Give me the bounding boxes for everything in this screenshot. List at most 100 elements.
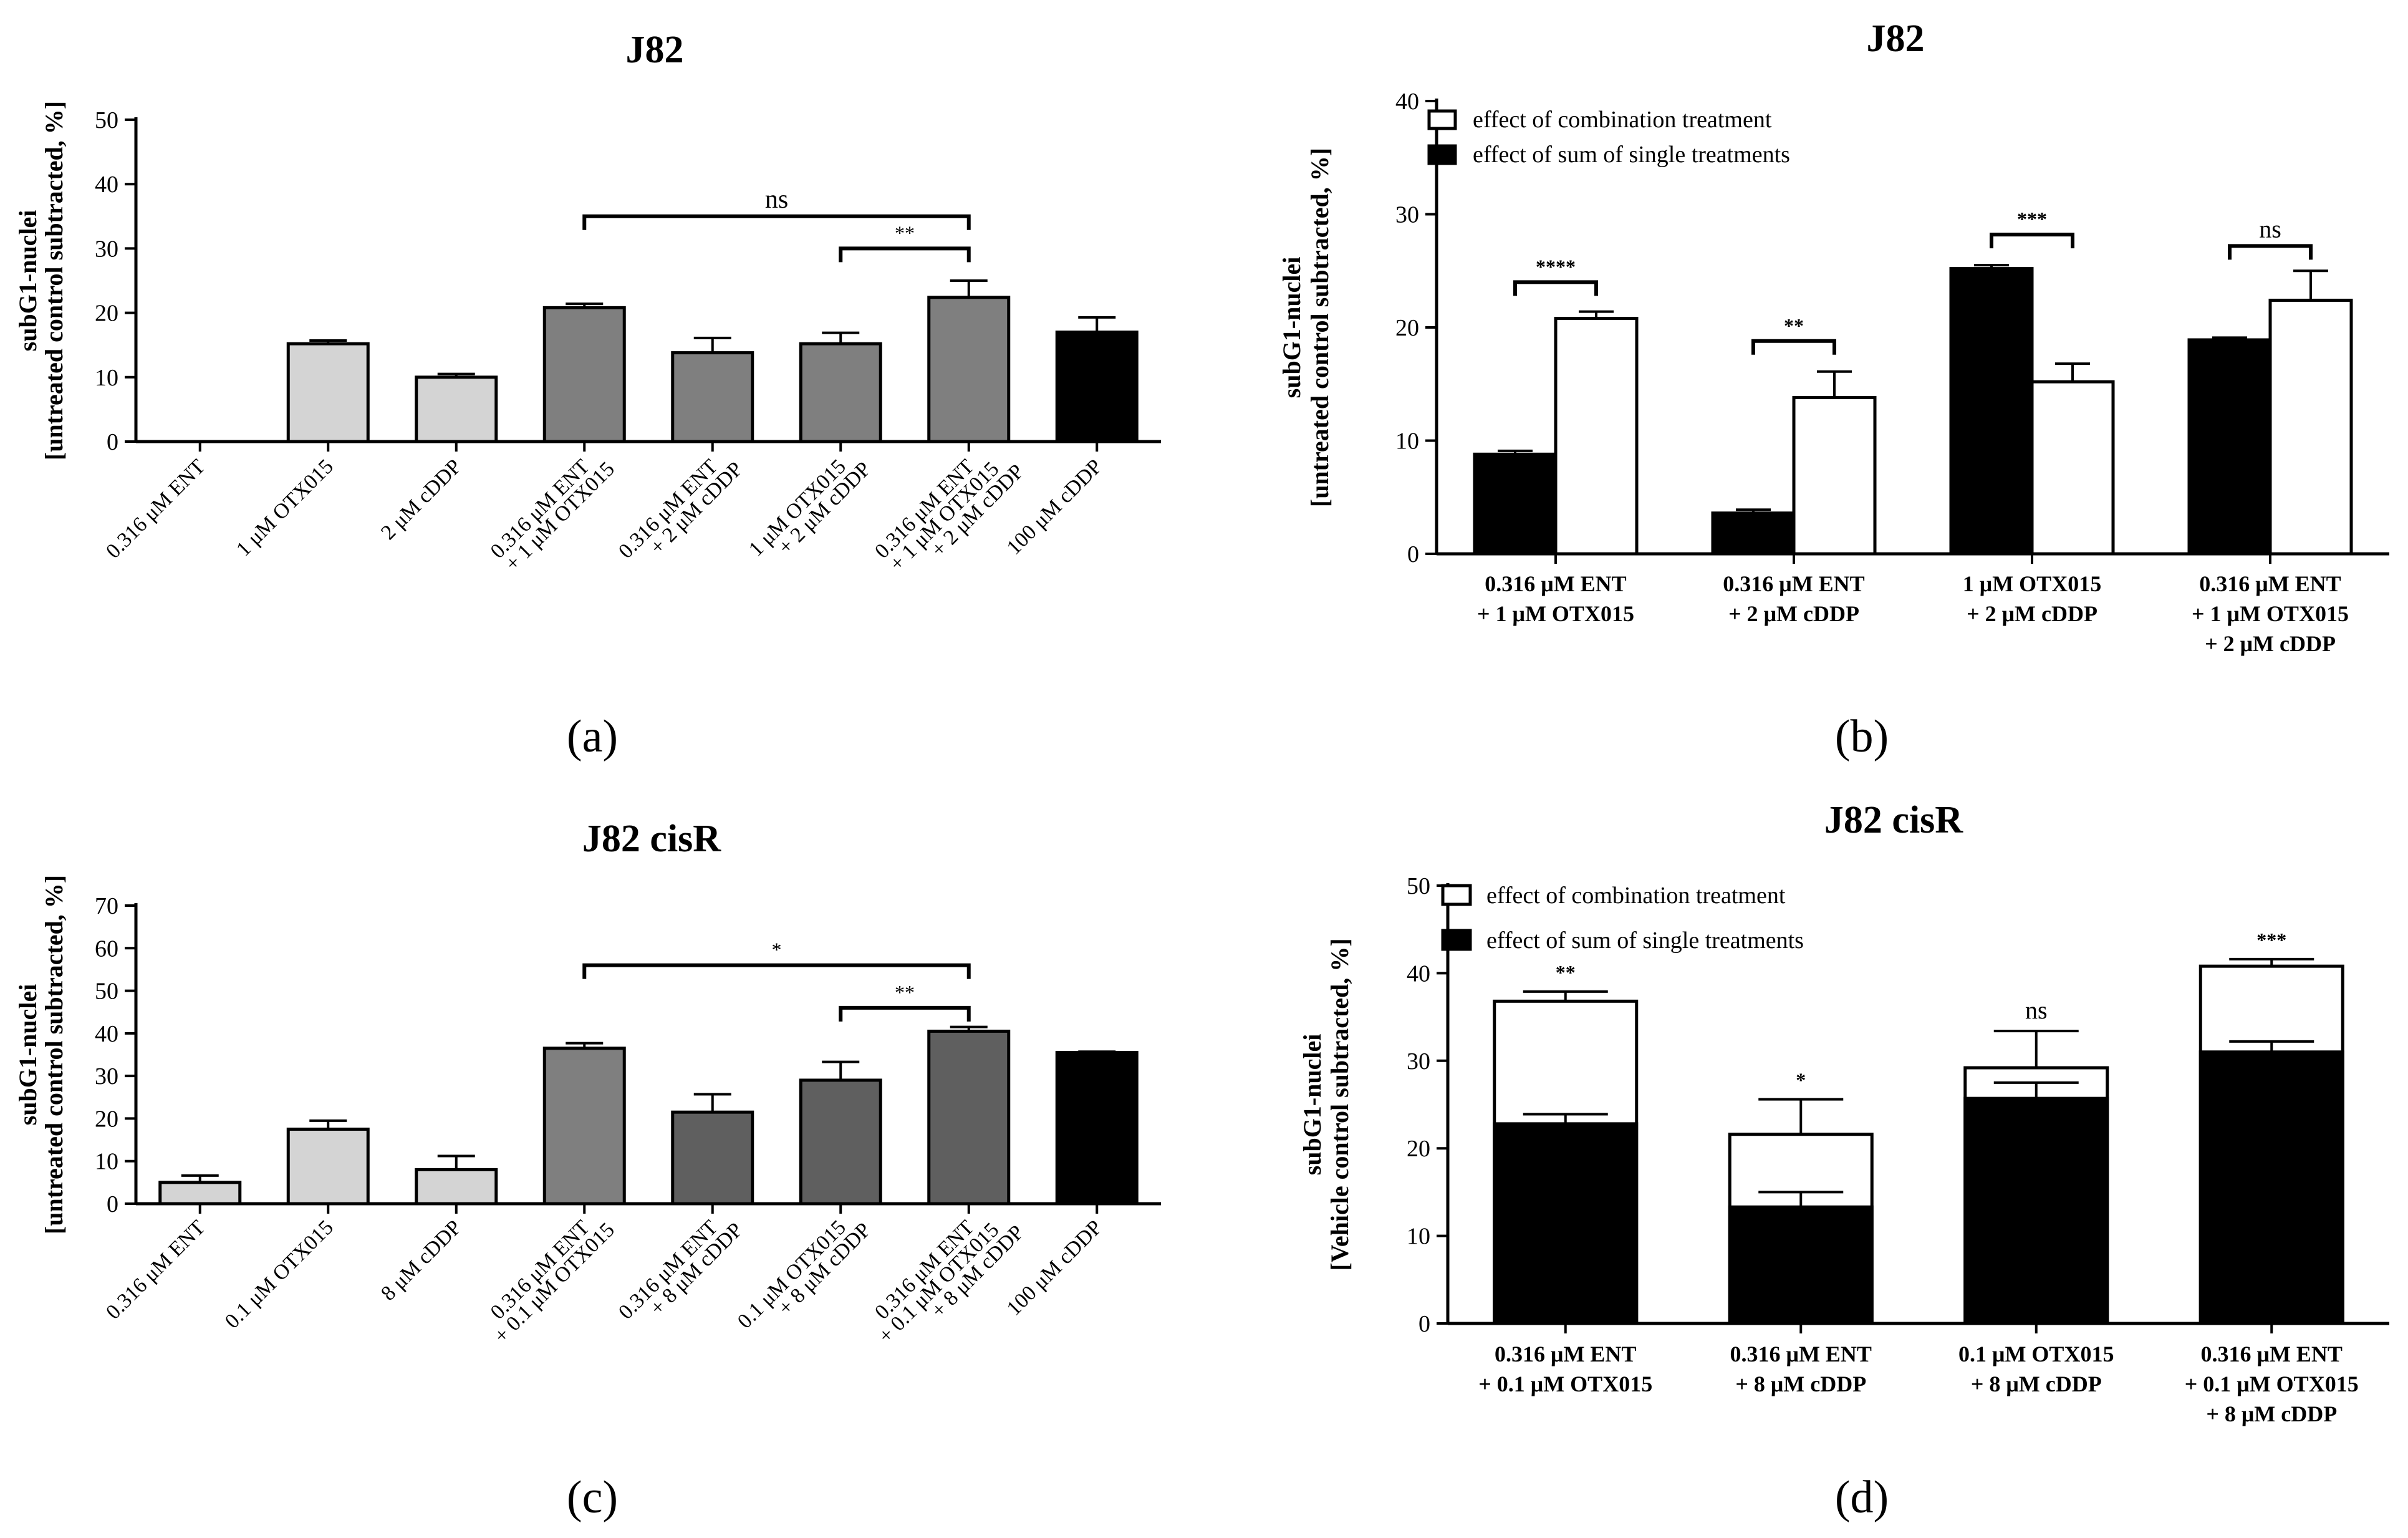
significance-label: * (772, 939, 782, 961)
bar (158, 1181, 242, 1206)
y-tick-label: 20 (95, 1106, 118, 1132)
x-tick-label: + 0.1 μM OTX015 (2185, 1371, 2359, 1396)
bar-sum-single (1473, 452, 1558, 556)
y-tick-label: 40 (1407, 960, 1430, 987)
bar (1055, 1051, 1139, 1206)
legend-swatch (1427, 144, 1457, 165)
legend-label: effect of sum of single treatments (1473, 142, 1790, 168)
bar-sum-single (2187, 338, 2272, 556)
y-tick-label: 50 (95, 979, 118, 1005)
legend-label: effect of combination treatment (1486, 883, 1786, 909)
significance-label: ** (1784, 314, 1804, 337)
bar-sum-single (1949, 267, 2034, 556)
y-axis-label: [untreated control subtracted, %] (40, 875, 68, 1234)
legend-swatch (1441, 884, 1472, 906)
x-tick-label: 0.1 μM OTX015 (1958, 1342, 2114, 1366)
x-tick-label: + 8 μM cDDP (1735, 1371, 1866, 1396)
legend-label: effect of combination treatment (1473, 107, 1772, 133)
bar (799, 342, 882, 443)
significance-bracket (839, 1005, 971, 1022)
significance-label: ns (765, 185, 788, 214)
significance-bracket (2228, 244, 2313, 260)
x-tick-label: + 2 μM cDDP (1728, 601, 1859, 626)
y-tick-label: 50 (95, 107, 118, 133)
x-tick-label: 0.316 μM ENT (2201, 1342, 2343, 1366)
bar (671, 351, 754, 443)
chart-panel-1: J82 (a) subG1-nuclei[untreated control sub… (14, 29, 1161, 762)
bar (286, 342, 370, 443)
y-tick-label: 20 (95, 301, 118, 327)
bar-sum-single (1728, 1205, 1874, 1325)
y-tick-label: 40 (95, 172, 118, 198)
x-tick-label: 0.316 μM ENT (1723, 571, 1864, 596)
bar (927, 1029, 1011, 1206)
x-tick-label: + 1 μM OTX015 (1477, 601, 1634, 626)
x-tick-label: + 8 μM cDDP (1971, 1371, 2102, 1396)
y-tick-label: 20 (1395, 315, 1419, 341)
y-tick-label: 40 (1395, 89, 1419, 115)
chart-panel-2: J82 (b) subG1-nuclei [untreated control sub… (1278, 17, 2389, 762)
x-tick-label: + 8 μM cDDP (2206, 1401, 2337, 1426)
y-tick-label: 50 (1407, 873, 1430, 899)
bar-combination (1792, 396, 1877, 556)
bar (286, 1128, 370, 1206)
chart-title: J82 (626, 29, 684, 71)
significance-label: *** (2256, 929, 2286, 951)
legend-label: effect of sum of single treatments (1486, 927, 1804, 954)
x-tick-label: 0.316 μM ENT (1495, 1342, 1636, 1366)
panel-label: (b) (1835, 711, 1889, 762)
y-tick-label: 10 (1407, 1224, 1430, 1250)
significance-label: ** (1556, 961, 1576, 984)
panel-label: (d) (1835, 1472, 1889, 1523)
significance-label: ** (895, 981, 915, 1004)
y-tick-label: 70 (95, 893, 118, 919)
x-tick-label: 0.316 μM ENT (102, 1216, 209, 1323)
x-tick-label: + 2 μM cDDP (2205, 631, 2336, 656)
bar-combination (2030, 380, 2115, 556)
y-tick-label: 0 (107, 429, 118, 455)
legend-swatch (1441, 929, 1472, 951)
bar (1055, 331, 1139, 443)
y-tick-label: 30 (1395, 202, 1419, 228)
y-tick-label: 10 (1395, 428, 1419, 455)
y-axis-label: [untreated control subtracted, %] (40, 101, 68, 460)
significance-label: *** (2017, 208, 2047, 230)
y-tick-label: 30 (1407, 1048, 1430, 1075)
x-tick-label: 2 μM cDDP (377, 455, 466, 544)
x-tick-label: + 0.1 μM OTX015 (489, 1218, 619, 1348)
y-tick-label: 60 (95, 936, 118, 962)
y-axis-label: [Vehicle control subtracted, %] (1326, 938, 1354, 1270)
y-tick-label: 0 (107, 1191, 118, 1217)
significance-bracket (1513, 280, 1598, 296)
x-tick-label: 0.1 μM OTX015 (221, 1216, 338, 1333)
significance-bracket (582, 214, 971, 230)
significance-bracket (1751, 339, 1836, 355)
y-tick-label: 10 (95, 1149, 118, 1175)
significance-label: ns (2025, 996, 2048, 1024)
significance-label: **** (1536, 255, 1576, 278)
significance-label: ** (895, 221, 915, 244)
panel-label: (a) (567, 711, 618, 762)
y-axis-label: subG1-nuclei (1278, 257, 1306, 399)
bar-sum-single (1711, 511, 1796, 556)
legend-swatch (1427, 109, 1457, 130)
bar (415, 375, 498, 443)
bar-combination (1554, 316, 1639, 556)
x-tick-label: 1 μM OTX015 (1963, 571, 2101, 596)
bar-sum-single (1493, 1122, 1639, 1325)
x-tick-label: 1 μM OTX015 (232, 455, 338, 561)
x-tick-label: + 1 μM OTX015 (2192, 601, 2349, 626)
bar (542, 306, 626, 443)
y-tick-label: 10 (95, 365, 118, 391)
y-axis-label: subG1-nuclei (14, 984, 42, 1126)
chart-title: J82 (1867, 17, 1925, 60)
chart-panel-4: J82 cisR (d) subG1-nuclei [Vehicle control … (1298, 799, 2389, 1523)
significance-bracket (839, 246, 971, 263)
chart-panel-3: J82 cisR (c) subG1-nuclei[untreated contro… (14, 818, 1161, 1523)
x-tick-label: + 0.1 μM OTX015 (1478, 1371, 1652, 1396)
bar-sum-single (1963, 1096, 2109, 1325)
x-tick-label: 0.316 μM ENT (102, 455, 209, 563)
y-tick-label: 40 (95, 1021, 118, 1047)
